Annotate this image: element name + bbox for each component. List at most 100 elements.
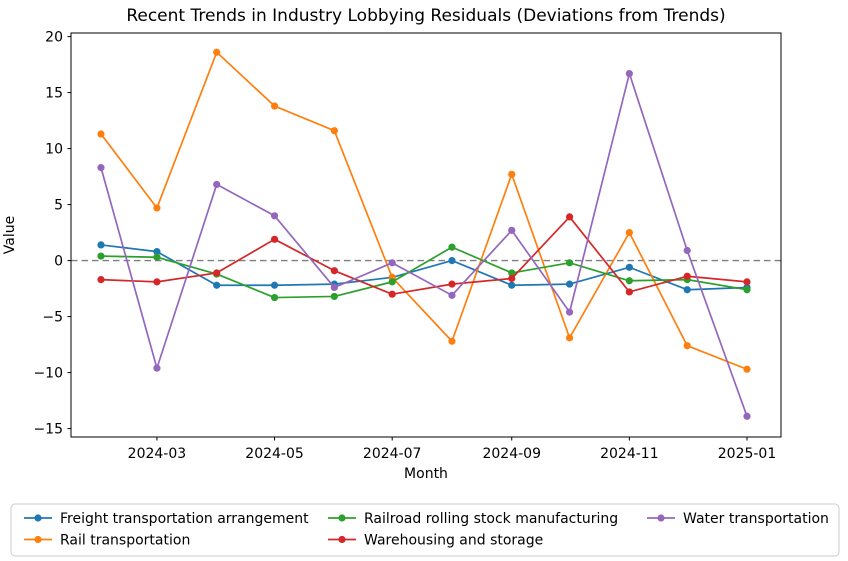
data-point-rail-transportation-2025-01 [743,365,751,373]
x-tick-label: 2024-11 [600,446,659,462]
legend-label: Water transportation [683,511,829,527]
data-point-water-transportation-2024-07 [388,259,396,267]
series-line-warehousing-and-storage [100,216,748,296]
data-point-warehousing-and-storage-2024-02 [97,276,105,284]
series-warehousing-and-storage [97,213,751,298]
legend-item-rail-transportation: Rail transportation [24,533,190,549]
legend-marker-icon [34,535,42,544]
data-point-railroad-rolling-stock-manufacturing-2024-02 [97,252,105,260]
x-tick-label: 2024-05 [245,446,304,462]
data-point-rail-transportation-2024-03 [153,204,161,212]
data-point-water-transportation-2024-05 [270,212,279,220]
legend-label: Rail transportation [60,533,190,549]
data-point-freight-transportation-arrangement-2024-09 [508,281,516,289]
legend-item-warehousing-and-storage: Warehousing and storage [328,533,543,549]
legend-label: Freight transportation arrangement [60,511,309,527]
data-point-railroad-rolling-stock-manufacturing-2024-09 [508,269,516,277]
data-point-warehousing-and-storage-2024-05 [270,235,279,243]
data-point-freight-transportation-arrangement-2024-08 [448,256,456,265]
legend: Freight transportation arrangement Rail t… [10,503,840,557]
data-point-rail-transportation-2024-12 [683,342,691,350]
data-point-warehousing-and-storage-2024-09 [508,274,516,283]
data-point-rail-transportation-2024-05 [270,102,279,110]
data-point-water-transportation-2024-12 [683,246,691,255]
data-point-warehousing-and-storage-2025-01 [743,278,751,286]
y-tick-label: 10 [45,142,63,158]
data-point-rail-transportation-2024-02 [97,130,105,138]
data-point-water-transportation-2024-08 [448,291,456,299]
chart-title: Recent Trends in Industry Lobbying Resid… [126,6,725,26]
data-point-freight-transportation-arrangement-2024-11 [625,263,633,271]
data-point-railroad-rolling-stock-manufacturing-2024-03 [153,253,161,261]
legend-marker-icon [34,514,42,522]
y-tick-label: 5 [54,198,63,214]
series-line-freight-transportation-arrangement [100,244,748,291]
x-tick-label: 2025-01 [718,446,777,462]
data-point-water-transportation-2024-02 [97,164,105,172]
data-point-railroad-rolling-stock-manufacturing-2024-11 [625,277,633,285]
data-point-railroad-rolling-stock-manufacturing-2024-06 [330,292,338,301]
legend-item-railroad-rolling-stock-manufacturing: Railroad rolling stock manufacturing [328,511,618,527]
series-rail-transportation [97,48,751,373]
y-axis-label: Value [2,216,18,254]
data-point-railroad-rolling-stock-manufacturing-2024-05 [270,293,279,302]
legend-item-freight-transportation-arrangement: Freight transportation arrangement [24,511,309,527]
data-point-rail-transportation-2024-09 [508,170,516,178]
data-point-warehousing-and-storage-2024-03 [153,278,161,286]
y-tick-label: 0 [54,254,63,270]
y-tick-label: 20 [45,30,63,46]
data-point-railroad-rolling-stock-manufacturing-2025-01 [743,286,751,294]
data-point-freight-transportation-arrangement-2024-12 [683,286,691,294]
data-point-freight-transportation-arrangement-2024-04 [213,281,221,289]
data-point-water-transportation-2024-04 [213,180,221,189]
data-point-water-transportation-2024-10 [565,308,574,316]
data-point-warehousing-and-storage-2024-04 [213,269,221,277]
data-point-railroad-rolling-stock-manufacturing-2024-08 [448,243,456,251]
data-point-railroad-rolling-stock-manufacturing-2024-10 [565,259,574,267]
series-line-water-transportation [100,72,748,417]
data-point-rail-transportation-2024-11 [625,228,633,237]
data-point-freight-transportation-arrangement-2024-05 [270,281,279,289]
legend-marker-icon [657,514,665,522]
y-tick-label: −5 [42,310,63,326]
data-point-warehousing-and-storage-2024-11 [625,288,633,296]
data-point-rail-transportation-2024-08 [448,337,456,345]
x-tick-label: 2024-07 [363,446,422,462]
x-tick-label: 2024-09 [482,446,541,462]
legend-label: Railroad rolling stock manufacturing [364,511,618,527]
series-water-transportation [97,69,751,420]
data-point-water-transportation-2025-01 [743,412,751,420]
x-tick-label: 2024-03 [128,446,187,462]
data-point-water-transportation-2024-11 [625,69,633,78]
legend-box [10,503,840,557]
data-point-rail-transportation-2024-06 [330,127,338,135]
series-line-railroad-rolling-stock-manufacturing [100,246,748,299]
data-point-rail-transportation-2024-10 [565,334,574,342]
data-point-freight-transportation-arrangement-2024-10 [565,280,574,288]
plot-area: −15 −10 −5 0 5 10 15 20 2024-03 2024-05 2024-07 202… [33,30,782,462]
legend-marker-icon [338,514,346,522]
data-point-railroad-rolling-stock-manufacturing-2024-07 [388,278,396,286]
data-point-rail-transportation-2024-04 [213,48,221,56]
y-tick-label: −15 [33,422,63,438]
data-point-freight-transportation-arrangement-2024-03 [153,248,161,256]
x-axis-label: Month [404,466,448,482]
data-point-warehousing-and-storage-2024-06 [330,267,338,275]
y-tick-label: 15 [45,86,63,102]
data-point-warehousing-and-storage-2024-08 [448,280,456,288]
data-point-warehousing-and-storage-2024-07 [388,290,396,298]
y-tick-label: −10 [33,366,63,382]
data-point-water-transportation-2024-09 [508,226,516,234]
series-line-rail-transportation [100,51,748,371]
data-point-freight-transportation-arrangement-2024-02 [97,241,105,249]
legend-marker-icon [338,535,346,544]
data-point-water-transportation-2024-06 [330,283,338,292]
legend-item-water-transportation: Water transportation [647,511,829,527]
axes-spines [70,32,782,438]
data-point-warehousing-and-storage-2024-10 [565,213,574,221]
data-point-water-transportation-2024-03 [153,364,161,372]
legend-label: Warehousing and storage [364,533,543,549]
data-point-warehousing-and-storage-2024-12 [683,272,691,280]
